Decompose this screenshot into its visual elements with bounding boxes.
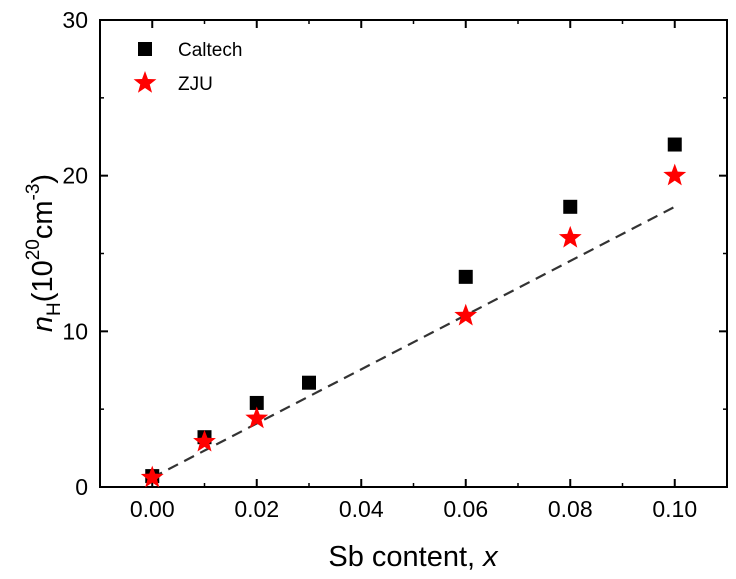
y-tick-label: 10: [62, 318, 88, 344]
y-tick-label: 30: [62, 7, 88, 33]
trend-line-group: [151, 205, 676, 479]
y-axis-ticks: 0 10 20 30: [62, 7, 727, 500]
point-zju: [193, 429, 216, 452]
x-tick-label: 0.10: [652, 496, 697, 522]
point-zju: [663, 163, 687, 186]
x-axis-title: Sb content, x: [328, 541, 499, 573]
x-axis-ticks: 0.00 0.02 0.04 0.06 0.08 0.10: [130, 20, 697, 522]
point-caltech: [249, 395, 264, 410]
x-tick-label: 0.06: [443, 496, 488, 522]
x-tick-label: 0.04: [339, 496, 384, 522]
y-tick-label: 20: [62, 163, 88, 189]
x-tick-label: 0.08: [548, 496, 593, 522]
point-zju: [558, 225, 582, 248]
point-caltech: [458, 269, 473, 284]
legend-marker-caltech: [138, 42, 152, 56]
y-tick-label: 0: [75, 474, 88, 500]
data-points: [140, 137, 687, 488]
point-zju: [245, 406, 269, 429]
legend-label-zju: ZJU: [178, 74, 213, 95]
legend-label-caltech: Caltech: [178, 40, 242, 61]
point-caltech: [667, 137, 682, 152]
y-axis-title: nH(1020cm-3): [23, 174, 65, 332]
point-caltech: [563, 199, 578, 214]
point-caltech: [302, 375, 316, 390]
x-tick-label: 0.00: [130, 496, 175, 522]
point-zju: [454, 303, 478, 326]
legend-marker-zju: [133, 71, 157, 93]
trend-line: [151, 205, 676, 479]
point-zju: [140, 465, 164, 488]
x-tick-label: 0.02: [234, 496, 279, 522]
legend: Caltech ZJU: [133, 40, 242, 95]
